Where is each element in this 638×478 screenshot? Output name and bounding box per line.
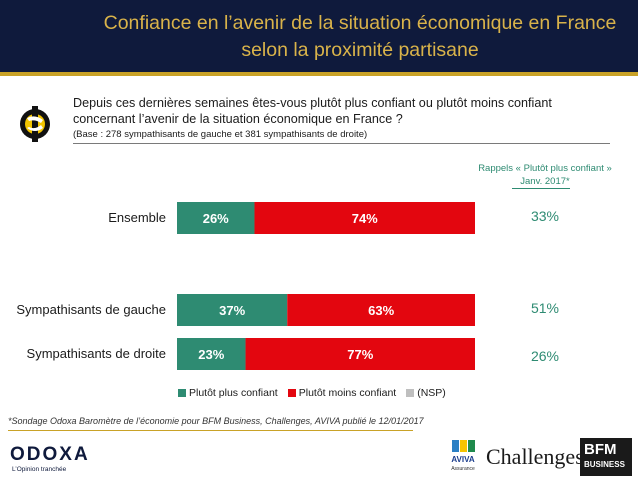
category-label: Sympathisants de gauche	[16, 302, 166, 317]
category-label: Sympathisants de droite	[26, 346, 166, 361]
odoxa-mark-icon	[20, 106, 50, 142]
aviva-logo: AVIVA Assurance	[451, 440, 475, 472]
aviva-wordmark: AVIVA	[451, 455, 474, 464]
rappels-line-2: Janv. 2017*	[520, 176, 570, 187]
legend-item: Plutôt moins confiant	[287, 387, 397, 399]
legend-label: Plutôt moins confiant	[298, 387, 397, 399]
bar-segment	[245, 338, 475, 370]
bar-value-label: 23%	[198, 347, 224, 362]
title-line-1: Confiance en l’avenir de la situation éc…	[103, 12, 617, 34]
chart-legend: Plutôt plus confiant Plutôt moins confian…	[178, 386, 450, 400]
footnote: *Sondage Odoxa Baromètre de l’économie p…	[8, 416, 424, 426]
bar-value-label: 26%	[203, 211, 229, 226]
bfm-business-logo: BFM BUSINESS	[580, 438, 632, 476]
bfm-business-wordmark: BUSINESS	[584, 460, 625, 469]
question-divider	[73, 143, 610, 144]
question-line-2: concernant l’avenir de la situation écon…	[73, 112, 403, 126]
category-label: Ensemble	[108, 210, 166, 225]
bar-segment	[287, 294, 475, 326]
odoxa-logo: ODOXA	[10, 444, 90, 465]
bar-segment	[177, 202, 255, 234]
bar-segment	[254, 202, 475, 234]
rappel-value: 26%	[530, 348, 560, 364]
bar-value-label: 77%	[347, 347, 373, 362]
rappels-divider	[512, 188, 570, 189]
bar-value-label: 37%	[219, 303, 245, 318]
legend-swatch	[287, 389, 296, 397]
odoxa-tagline: L’Opinion tranchée	[12, 466, 67, 473]
legend-item: Plutôt plus confiant	[178, 387, 278, 399]
rappels-header: Rappels « Plutôt plus confiant » Janv. 2…	[470, 162, 620, 188]
question-line-1: Depuis ces dernières semaines êtes-vous …	[73, 96, 552, 110]
legend-swatch	[406, 389, 415, 397]
page-title: Confiance en l’avenir de la situation éc…	[80, 10, 638, 64]
bar-value-label: 63%	[368, 303, 394, 318]
header-gold-rule	[0, 72, 638, 76]
footnote-rule	[8, 430, 413, 431]
header-banner	[0, 0, 638, 76]
bar-value-label: 74%	[352, 211, 378, 226]
stacked-bar-chart: 26% 74% 37% 63% 23% 77%	[177, 202, 475, 370]
rappel-value: 33%	[530, 208, 560, 224]
base-note: (Base : 278 sympathisants de gauche et 3…	[73, 129, 368, 140]
challenges-logo: Challenges	[486, 444, 584, 469]
bar-segment	[177, 294, 288, 326]
rappel-value: 51%	[530, 300, 560, 316]
aviva-sub: Assurance	[451, 466, 475, 472]
legend-label: Plutôt plus confiant	[189, 387, 278, 399]
rappels-line-1: Rappels « Plutôt plus confiant »	[478, 163, 612, 174]
title-line-2: selon la proximité partisane	[241, 39, 479, 61]
bar-segment	[177, 338, 246, 370]
question-text: Depuis ces dernières semaines êtes-vous …	[73, 95, 613, 127]
legend-swatch	[178, 389, 186, 397]
bfm-wordmark: BFM	[584, 441, 617, 458]
legend-label: (NSP)	[417, 387, 446, 399]
legend-item: (NSP)	[406, 387, 446, 399]
